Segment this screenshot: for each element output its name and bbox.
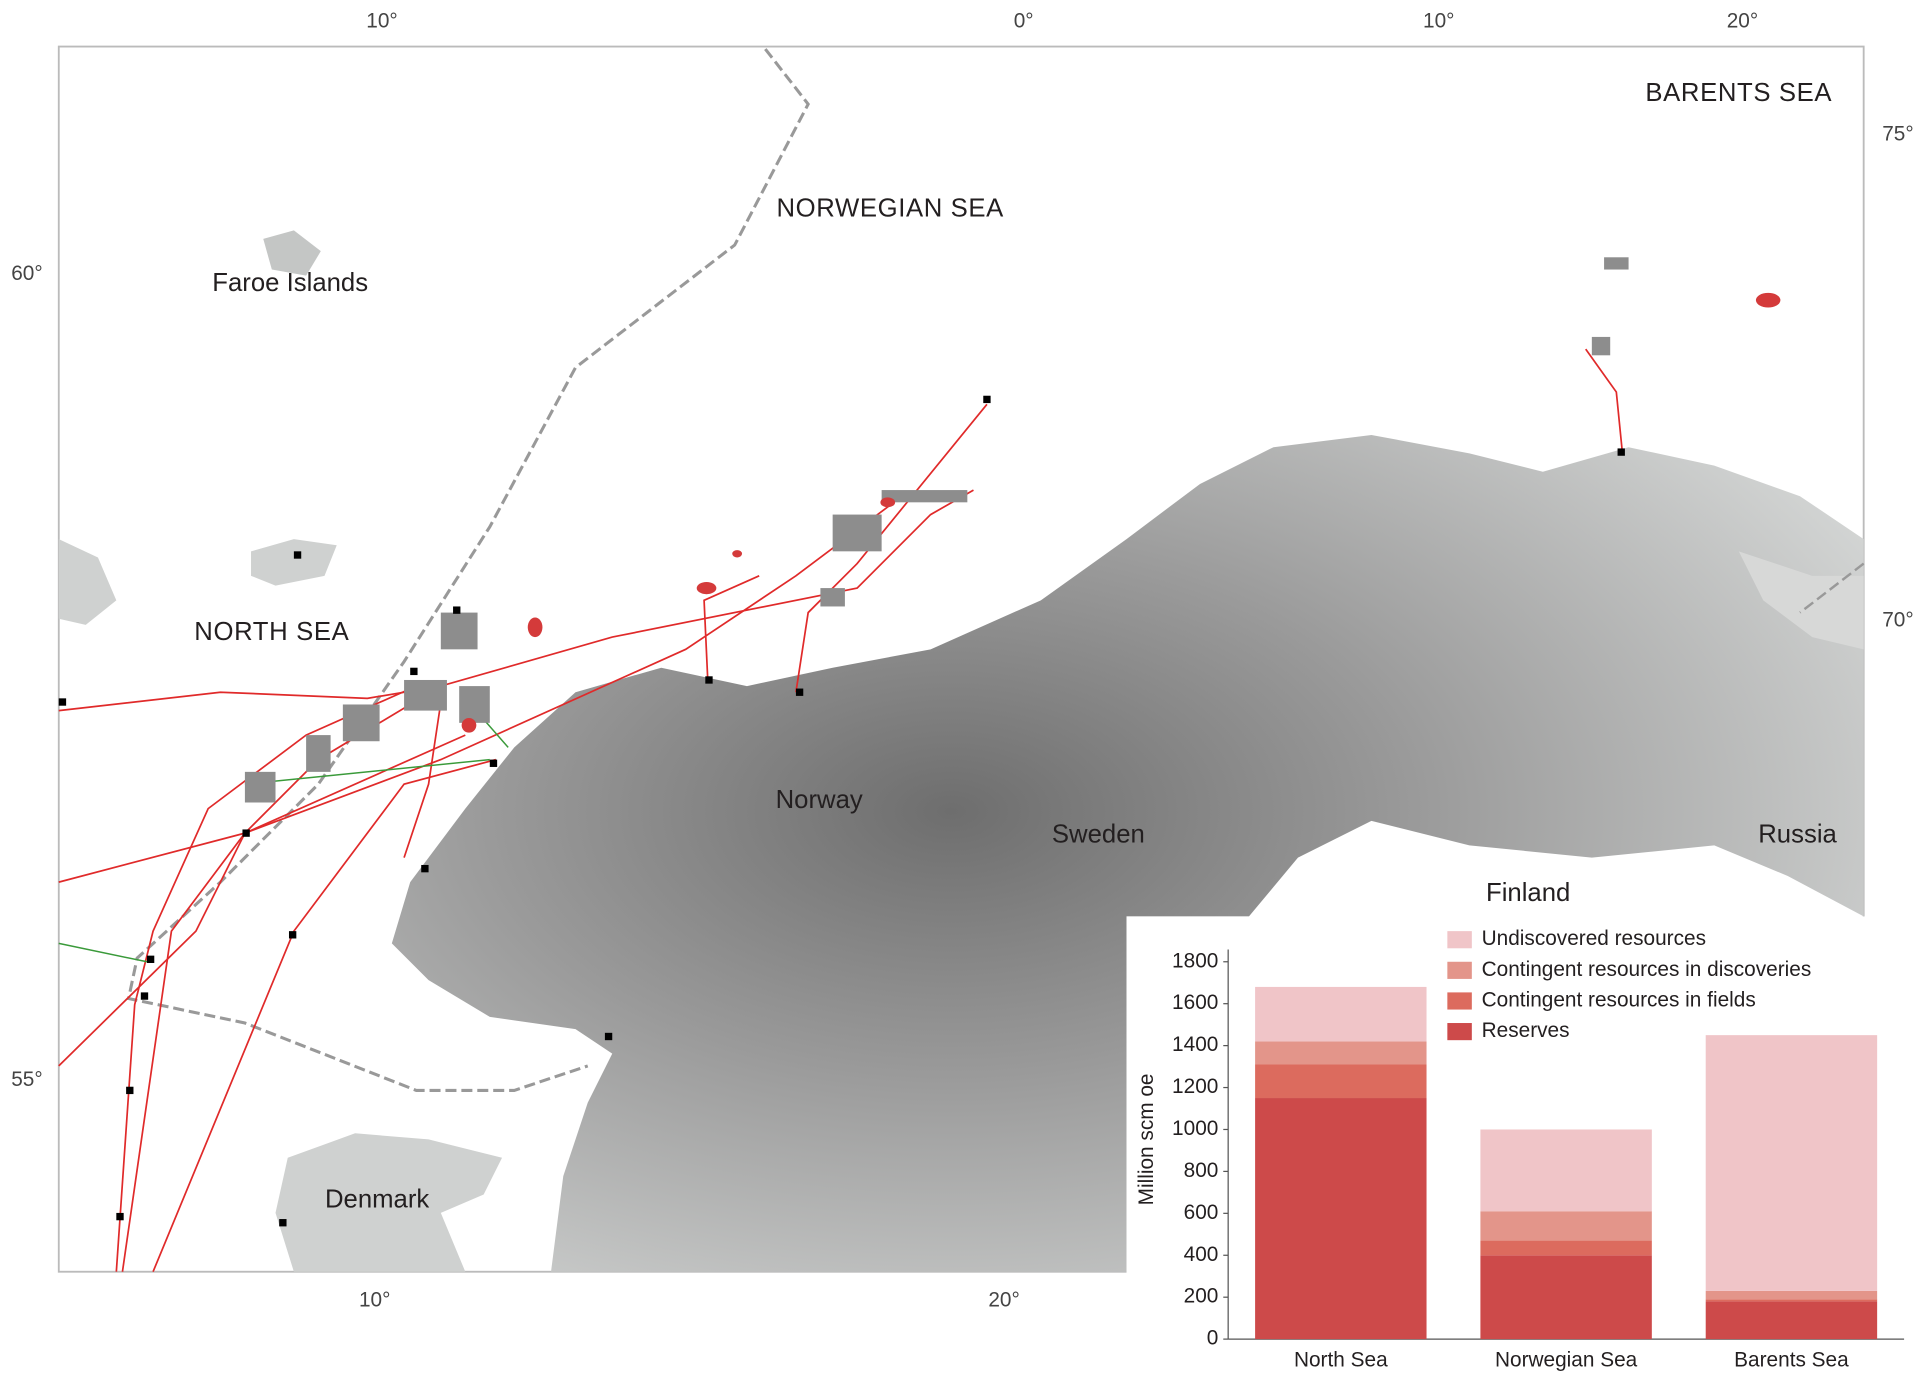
legend-label: Undiscovered resources [1482,927,1706,950]
y-tick-label: 600 [1184,1201,1219,1224]
fields-red [461,292,1781,733]
graticule-label: 75° [1882,122,1913,145]
graticule-label: 55° [11,1068,42,1091]
bar-segment [1255,1041,1427,1065]
land [58,230,1864,1272]
place-label: Sweden [1052,820,1145,848]
graticule-label: 0° [1014,10,1034,33]
bar-segment [1480,1240,1652,1256]
boundary [126,48,810,1092]
place-label: Faroe Islands [212,269,368,297]
y-tick-label: 1000 [1172,1117,1218,1140]
fields [244,257,1629,803]
y-tick-label: 1600 [1172,991,1218,1014]
graticule-label: 10° [366,10,397,33]
graticule-label: 70° [1882,609,1913,632]
place-label: Russia [1758,820,1837,848]
labels: NORWEGIAN SEA NORTH SEA BARENTS SEA Faroe I… [11,10,1913,1312]
sea-label: NORWEGIAN SEA [776,194,1004,222]
bar-segment [1705,1299,1878,1302]
legend-swatch [1447,961,1472,979]
legend-swatch [1447,1023,1472,1041]
bar-segment [1255,986,1427,1042]
denmark [275,1133,503,1272]
bar-segment [1480,1211,1652,1241]
place-label: Norway [776,786,863,814]
shetland [251,539,337,586]
y-tick-label: 200 [1184,1285,1219,1308]
y-tick-label: 1400 [1172,1033,1218,1056]
y-axis-title: Million scm oe [1135,1073,1158,1205]
x-tick-label: North Sea [1294,1349,1388,1372]
legend-label: Contingent resources in discoveries [1482,958,1812,981]
faroe [263,230,321,276]
bar-segment [1705,1301,1878,1340]
scandinavia [391,434,1864,1272]
y-tick-label: 1800 [1172,949,1218,972]
bar-segment [1255,1064,1427,1099]
graticule-label: 60° [11,262,42,285]
bar-segment [1480,1129,1652,1212]
legend-label: Reserves [1482,1019,1570,1042]
legend-swatch [1447,931,1472,949]
sea-label: NORTH SEA [194,618,349,646]
graticule-label: 20° [988,1289,1019,1312]
graticule-label: 20° [1727,10,1758,33]
terminals [58,395,1625,1227]
graticule-label: 10° [1423,10,1454,33]
bar-segment [1255,1098,1427,1340]
bar-segment [1705,1035,1878,1291]
sea-label: BARENTS SEA [1645,79,1832,107]
y-tick-label: 800 [1184,1159,1219,1182]
bar-segment [1480,1255,1652,1340]
bar-segment [1705,1290,1878,1300]
x-tick-label: Norwegian Sea [1495,1349,1638,1372]
place-label: Denmark [325,1185,429,1213]
chart: Million scm oe 0 200 400 600 800 1000 1200 1400 1… [1135,927,1905,1372]
boundary [1799,562,1865,614]
place-label: Finland [1486,879,1570,907]
legend-label: Contingent resources in fields [1482,988,1756,1011]
y-tick-label: 1200 [1172,1075,1218,1098]
y-tick-label: 400 [1184,1243,1219,1266]
x-tick-label: Barents Sea [1734,1349,1849,1372]
graticule-label: 10° [359,1289,390,1312]
britain [58,539,117,625]
y-tick-label: 0 [1207,1327,1219,1350]
legend-swatch [1447,992,1472,1010]
